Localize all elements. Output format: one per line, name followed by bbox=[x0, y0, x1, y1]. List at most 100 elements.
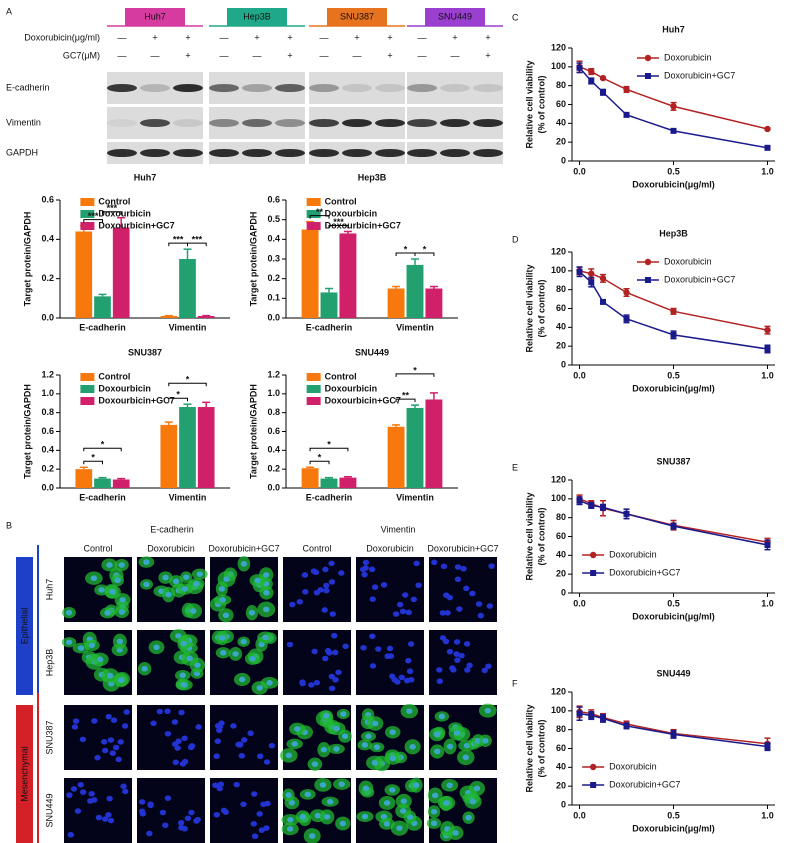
y-tick-label: 40 bbox=[556, 550, 566, 560]
cell-nucleus bbox=[182, 574, 190, 580]
significance-label: *** bbox=[192, 235, 203, 245]
x-tick-label: 1.0 bbox=[761, 810, 774, 820]
y-tick-label: 0 bbox=[561, 587, 566, 597]
marker bbox=[670, 103, 677, 110]
cell-nucleus bbox=[141, 665, 148, 672]
legend-label: Doxorubicin bbox=[609, 761, 657, 771]
cell-nucleus bbox=[178, 709, 185, 716]
legend-label: Doxorubicin+GC7 bbox=[664, 274, 735, 284]
cell-nucleus bbox=[323, 712, 330, 719]
legend-swatch bbox=[306, 397, 321, 405]
cell-nucleus bbox=[220, 649, 227, 656]
cell-nucleus bbox=[153, 644, 160, 651]
doxo-sign: + bbox=[254, 32, 259, 42]
cell-nucleus bbox=[410, 596, 417, 603]
y-tick-label: 1.2 bbox=[41, 369, 54, 379]
legend-swatch bbox=[306, 210, 321, 218]
cell-nucleus bbox=[371, 720, 379, 727]
cell-nucleus bbox=[241, 737, 248, 743]
legend-label: Doxorubicin bbox=[664, 52, 712, 62]
marker bbox=[600, 89, 607, 96]
y-tick-label: 0 bbox=[561, 799, 566, 809]
significance-bracket bbox=[83, 447, 122, 452]
panel-label: C bbox=[512, 12, 519, 22]
cell-nucleus bbox=[399, 608, 407, 615]
cell-nucleus bbox=[254, 577, 261, 584]
cell-nucleus bbox=[323, 814, 331, 820]
legend-swatch bbox=[80, 385, 95, 393]
bar bbox=[387, 426, 405, 488]
cell-nucleus bbox=[106, 672, 114, 679]
chart-title: Hep3B bbox=[358, 172, 387, 182]
x-tick-label: 0.0 bbox=[573, 370, 586, 380]
cell-nucleus bbox=[331, 649, 339, 656]
cell-nucleus bbox=[323, 582, 330, 589]
cell-nucleus bbox=[67, 831, 75, 838]
chart-title: Hep3B bbox=[659, 228, 688, 238]
marker bbox=[764, 345, 771, 352]
cell-nucleus bbox=[436, 678, 443, 685]
cell-nucleus bbox=[72, 718, 80, 724]
legend-label: Doxourbicin+GC7 bbox=[98, 220, 174, 230]
cell-nucleus bbox=[488, 563, 495, 569]
y-tick-label: 0.8 bbox=[41, 407, 54, 417]
cell-nucleus bbox=[389, 787, 396, 793]
legend-label: Doxourbicin bbox=[98, 383, 151, 393]
cell-nucleus bbox=[362, 565, 369, 571]
blot-band bbox=[275, 149, 305, 157]
chart-title: SNU387 bbox=[128, 347, 162, 357]
bar bbox=[339, 477, 357, 488]
y-tick-label: 0.8 bbox=[267, 407, 280, 417]
legend-label: Doxourbicin+GC7 bbox=[98, 395, 174, 405]
cell-nucleus bbox=[196, 571, 203, 577]
legend-label: Doxorubicin bbox=[609, 549, 657, 559]
cell-nucleus bbox=[369, 663, 377, 669]
blot-strip bbox=[309, 72, 405, 104]
cell-nucleus bbox=[114, 577, 121, 584]
panel-label: E bbox=[512, 462, 518, 472]
marker bbox=[764, 743, 771, 750]
cell-nucleus bbox=[193, 581, 200, 587]
cell-line-label: SNU387 bbox=[44, 720, 54, 754]
marker bbox=[623, 86, 630, 93]
cell-nucleus bbox=[171, 741, 179, 748]
significance-label: * bbox=[327, 440, 331, 450]
bar bbox=[179, 407, 196, 488]
cell-line-name: Huh7 bbox=[144, 11, 166, 21]
marker bbox=[576, 497, 583, 504]
legend-marker bbox=[589, 763, 597, 771]
significance-label: *** bbox=[333, 217, 344, 227]
cell-nucleus bbox=[396, 601, 404, 608]
bar bbox=[112, 479, 130, 488]
cell-nucleus bbox=[123, 709, 130, 715]
blot-band bbox=[407, 84, 437, 92]
blot-band bbox=[342, 119, 372, 127]
significance-bracket bbox=[102, 211, 122, 215]
cell-nucleus bbox=[262, 634, 269, 641]
cell-nucleus bbox=[257, 753, 264, 760]
cell-nucleus bbox=[180, 640, 187, 647]
cell-nucleus bbox=[362, 559, 370, 566]
significance-bracket bbox=[187, 242, 207, 247]
y-tick-label: 0.5 bbox=[267, 214, 280, 224]
cell-nucleus bbox=[444, 610, 451, 616]
cell-nucleus bbox=[263, 825, 270, 831]
x-tick-label: 0.0 bbox=[573, 598, 586, 608]
x-tick-label: 0.5 bbox=[667, 810, 680, 820]
blot-row-label: GC7(μM) bbox=[63, 50, 100, 60]
cell-nucleus bbox=[96, 656, 104, 663]
cell-nucleus bbox=[415, 582, 422, 589]
bar bbox=[301, 468, 319, 488]
cell-nucleus bbox=[328, 685, 336, 692]
cell-nucleus bbox=[159, 809, 167, 816]
cell-nucleus bbox=[251, 791, 258, 797]
group-bar bbox=[16, 557, 33, 695]
blot-band bbox=[473, 84, 503, 92]
bar bbox=[160, 316, 178, 318]
group-bar bbox=[16, 705, 33, 843]
cell-nucleus bbox=[188, 809, 195, 816]
y-tick-label: 60 bbox=[556, 99, 566, 109]
cell-nucleus bbox=[117, 677, 125, 684]
cell-nucleus bbox=[79, 789, 87, 795]
blot-band bbox=[275, 119, 305, 127]
